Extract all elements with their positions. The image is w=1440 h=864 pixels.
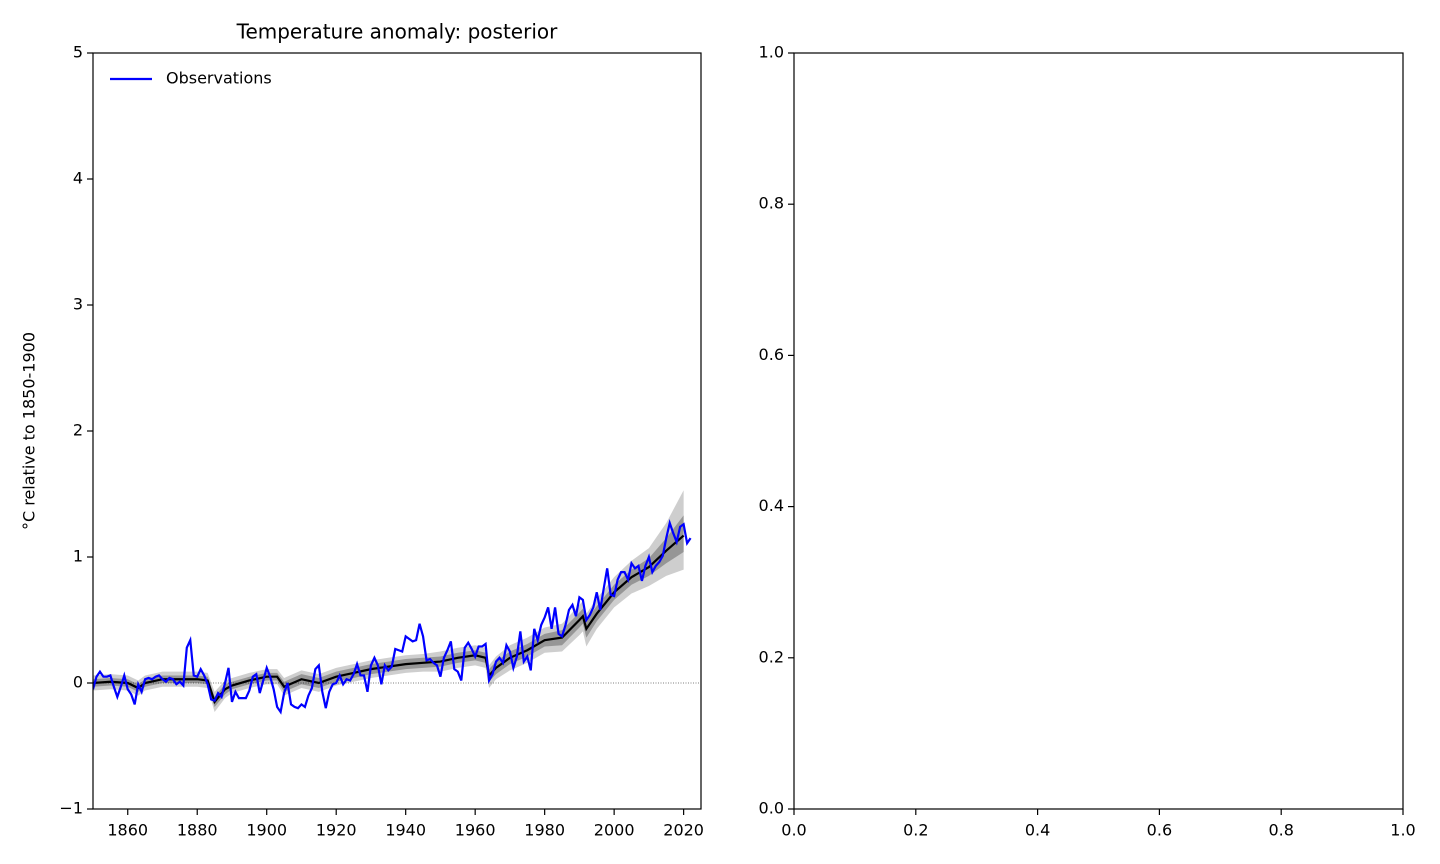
y-tick-label: −1 — [59, 799, 83, 818]
x-tick-label: 1920 — [316, 821, 357, 840]
observation-line — [93, 518, 692, 715]
x-tick-label: 0.2 — [903, 821, 928, 840]
y-tick-label: 4 — [73, 169, 83, 188]
x-tick-label: 0.8 — [1268, 821, 1293, 840]
plot-area — [93, 490, 701, 715]
legend-label: Observations — [166, 69, 272, 88]
uncertainty-band — [93, 490, 684, 712]
x-tick-label: 0.6 — [1147, 821, 1172, 840]
x-tick-label: 1940 — [385, 821, 426, 840]
axes-frame — [92, 52, 702, 810]
y-tick-label: 0.8 — [759, 194, 784, 213]
y-tick-label: 3 — [73, 295, 83, 314]
chart-title: Temperature anomaly: posterior — [236, 20, 559, 44]
y-tick-label: 0.4 — [759, 496, 784, 515]
x-tick-label: 0.0 — [781, 821, 806, 840]
x-tick-label: 1980 — [524, 821, 565, 840]
y-tick-label: 1 — [73, 547, 83, 566]
axes-frame — [793, 52, 1404, 810]
y-tick-label: 5 — [73, 43, 83, 62]
y-tick-label: 2 — [73, 421, 83, 440]
y-tick-label: 0.6 — [759, 345, 784, 364]
x-tick-label: 1880 — [177, 821, 218, 840]
x-tick-label: 1860 — [107, 821, 148, 840]
x-tick-label: 0.4 — [1025, 821, 1050, 840]
x-tick-label: 1960 — [455, 821, 496, 840]
x-tick-label: 2000 — [594, 821, 635, 840]
x-tick-label: 1.0 — [1390, 821, 1415, 840]
x-tick-label: 1900 — [246, 821, 287, 840]
y-tick-label: 0.2 — [759, 647, 784, 666]
x-tick-label: 2020 — [663, 821, 704, 840]
y-tick-label: 1.0 — [759, 43, 784, 62]
y-tick-label: 0 — [73, 673, 83, 692]
median-line — [93, 534, 685, 705]
y-tick-label: 0.0 — [759, 799, 784, 818]
y-axis-label: °C relative to 1850-1900 — [20, 332, 39, 530]
